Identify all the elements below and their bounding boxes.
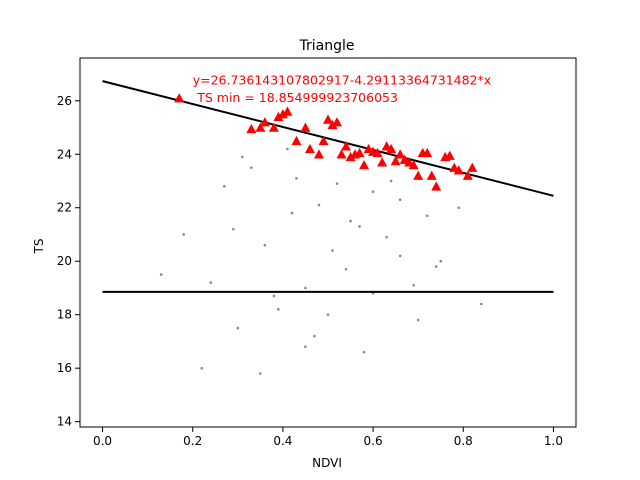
data-point-dot	[304, 345, 307, 349]
x-tick-label: 0.8	[454, 434, 473, 448]
data-point-triangle	[386, 143, 397, 154]
data-point-triangle	[372, 147, 383, 158]
data-point-triangle	[282, 106, 293, 116]
data-point-triangle	[277, 109, 288, 119]
data-point-triangle	[304, 143, 315, 154]
data-point-dot	[331, 249, 334, 252]
x-tick-label: 1.0	[544, 434, 563, 448]
data-point-triangle	[332, 117, 343, 127]
data-point-dot	[425, 214, 429, 218]
data-point-dot	[259, 372, 262, 375]
data-point-dot	[326, 313, 330, 316]
data-point-dot	[313, 334, 316, 338]
data-point-triangle	[377, 157, 388, 167]
data-point-dot	[241, 155, 244, 159]
data-point-triangle	[255, 122, 266, 132]
data-point-dot	[385, 235, 388, 239]
data-point-dot	[209, 281, 213, 284]
data-point-dot	[236, 326, 240, 330]
data-point-triangle	[273, 111, 284, 122]
plot-area: y=26.736143107802917-4.29113364731482*x T…	[79, 57, 577, 428]
data-point-triangle	[313, 149, 324, 159]
y-tick-label: 16	[57, 361, 72, 375]
y-tick-label: 24	[57, 147, 72, 161]
data-point-triangle	[426, 170, 437, 180]
data-point-dot	[335, 182, 339, 185]
data-point-dot	[412, 283, 415, 287]
x-axis: 0.0 0.2 0.4 0.6 0.8 1.0	[93, 427, 563, 448]
data-point-triangle	[259, 117, 270, 127]
data-point-dot	[290, 211, 294, 215]
data-point-triangle	[431, 181, 442, 191]
y-tick-label: 26	[57, 94, 72, 108]
y-tick-label: 20	[57, 254, 72, 268]
data-point-triangle	[467, 162, 478, 172]
data-point-triangle	[246, 123, 257, 134]
x-tick-label: 0.6	[364, 434, 383, 448]
data-point-triangle	[268, 122, 279, 132]
ts-min-label: TS min = 18.854999923706053	[196, 90, 398, 105]
data-point-dot	[317, 203, 321, 207]
data-point-dot	[389, 179, 393, 183]
y-tick-label: 22	[57, 201, 72, 215]
data-point-triangle	[345, 151, 356, 162]
data-point-triangle	[291, 135, 302, 146]
data-point-triangle	[318, 135, 329, 146]
data-point-dot	[349, 219, 352, 223]
data-point-triangle	[336, 149, 347, 159]
data-point-triangle	[174, 93, 185, 103]
data-point-dot	[434, 265, 438, 268]
data-point-dot	[286, 147, 289, 151]
data-point-triangle	[323, 114, 333, 124]
data-point-dot	[480, 302, 483, 306]
plot-frame	[79, 57, 577, 428]
data-point-dot	[398, 254, 402, 258]
data-point-triangle	[300, 122, 311, 132]
data-point-dot	[250, 166, 253, 169]
data-point-dot	[304, 286, 307, 290]
x-tick-label: 0.0	[93, 434, 112, 448]
data-point-triangle	[354, 147, 365, 158]
data-point-dot	[457, 206, 461, 210]
data-point-triangle	[462, 170, 473, 180]
data-point-dot	[344, 267, 348, 271]
data-point-triangle	[408, 159, 419, 170]
x-axis-label: NDVI	[312, 456, 342, 470]
data-point-dot	[277, 308, 280, 311]
data-point-triangle	[390, 155, 401, 166]
x-tick-label: 0.4	[273, 434, 292, 448]
data-point-triangle	[413, 170, 424, 180]
y-tick-label: 14	[57, 415, 72, 429]
data-point-dot	[200, 366, 204, 370]
data-point-dot	[371, 190, 375, 193]
plot-content	[102, 80, 554, 375]
data-point-triangle	[341, 141, 352, 151]
data-point-dot	[362, 350, 366, 354]
y-axis-label: TS	[32, 239, 46, 255]
data-point-triangle	[444, 150, 455, 160]
data-point-dot	[182, 233, 186, 236]
data-point-dot	[263, 243, 267, 247]
data-point-dot	[358, 225, 361, 228]
data-point-dot	[232, 227, 235, 231]
chart-title: Triangle	[299, 38, 355, 54]
x-tick-label: 0.2	[183, 434, 202, 448]
data-point-dot	[398, 198, 402, 202]
data-point-dot	[416, 318, 420, 322]
data-point-triangle	[395, 149, 406, 159]
data-point-triangle	[359, 159, 370, 170]
data-point-dot	[159, 273, 163, 276]
data-point-dot	[222, 185, 226, 188]
regression-equation-label: y=26.736143107802917-4.29113364731482*x	[193, 73, 491, 88]
data-point-dot	[295, 177, 298, 180]
y-tick-label: 18	[57, 308, 72, 322]
data-point-triangle	[327, 119, 338, 130]
data-point-dot	[439, 259, 443, 263]
data-point-dot	[272, 294, 276, 298]
y-axis: 14 16 18 20 22 24 26	[57, 94, 80, 429]
data-point-triangle	[422, 147, 433, 158]
data-point-triangle	[453, 165, 464, 175]
